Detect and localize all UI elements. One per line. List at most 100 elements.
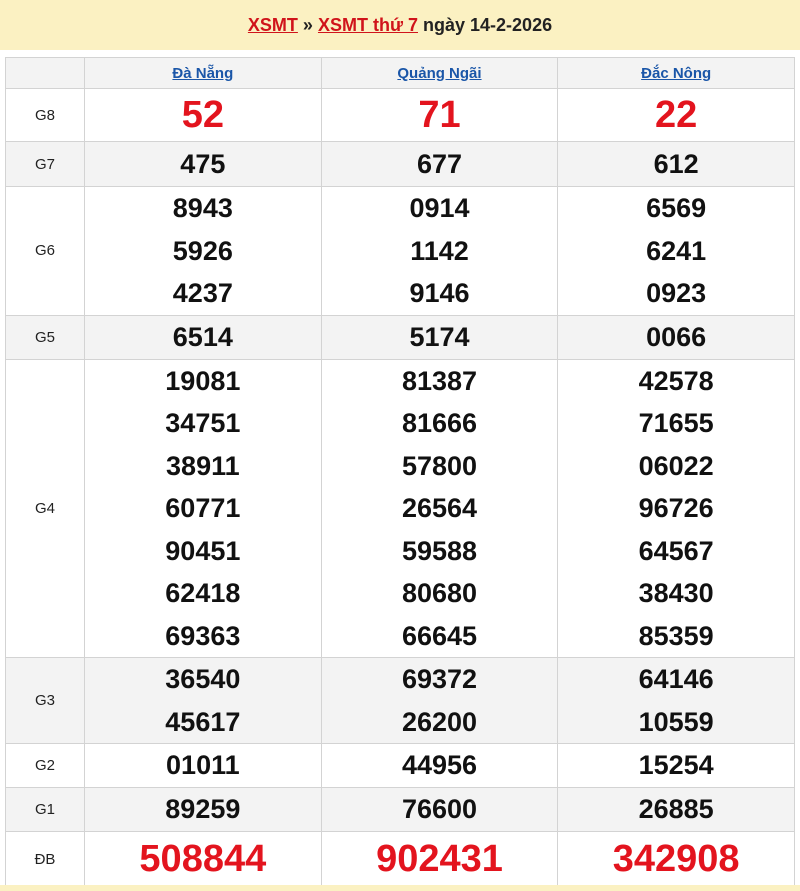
prize-number: 62418 (165, 578, 241, 608)
prize-cell: 76600 (320, 787, 559, 832)
prize-label: ĐB (5, 830, 85, 888)
prize-number: 60771 (165, 493, 241, 523)
province-header: Đắc Nông (557, 57, 795, 89)
prize-number: 57800 (401, 450, 478, 481)
prize-number: 5926 (172, 235, 233, 266)
prize-row-g4: G4 19081 34751 38911 60771 90451 62418 69363 813… (5, 358, 795, 658)
prize-cell: 81387 81666 57800 26564 59588 80680 66645 (320, 358, 559, 658)
province-link-dac-nong[interactable]: Đắc Nông (641, 64, 712, 82)
prize-cell: 6569 6241 0923 (557, 186, 795, 316)
prize-number: 69363 (165, 620, 241, 651)
prize-number: 01011 (166, 750, 240, 781)
bottom-banner (0, 885, 800, 891)
province-header: Quảng Ngãi (320, 57, 559, 89)
prize-number: 5174 (409, 321, 470, 352)
prize-label: G8 (5, 88, 85, 142)
prize-cell: 01011 (84, 743, 322, 788)
prize-label: G4 (5, 358, 85, 658)
prize-cell: 69372 26200 (320, 657, 559, 744)
prize-number: 71 (418, 93, 461, 136)
prize-number: 06022 (638, 450, 714, 481)
prize-number: 6569 (646, 193, 707, 223)
province-header: Đà Nẵng (84, 57, 322, 89)
prize-number: 69372 (401, 664, 478, 694)
xsmt-saturday-link[interactable]: XSMT thứ 7 (317, 15, 418, 35)
prize-cell: 15254 (557, 743, 795, 788)
prize-number: 42578 (638, 365, 714, 396)
results-title-bar: XSMT » XSMT thứ 7 ngày 14-2-2026 (0, 0, 800, 50)
prize-cell: 677 (320, 141, 559, 187)
prize-cell: 6514 (84, 314, 322, 360)
prize-number: 342908 (612, 838, 740, 880)
prize-label: G6 (5, 186, 85, 316)
prize-row-đb: ĐB 508844 902431 342908 (5, 830, 795, 888)
prize-number: 52 (181, 93, 224, 136)
prize-cell: 902431 (320, 830, 559, 888)
prize-number: 59588 (401, 535, 478, 566)
prize-number: 96726 (638, 493, 714, 523)
prize-number: 34751 (165, 408, 241, 438)
prize-number: 15254 (638, 750, 714, 781)
prize-number: 10559 (638, 706, 714, 737)
prize-number: 6241 (646, 235, 707, 266)
prize-number: 64146 (638, 664, 714, 694)
prize-number: 0066 (646, 321, 707, 352)
prize-cell: 71 (320, 88, 559, 142)
prize-label: G5 (5, 314, 85, 360)
prize-row-g1: G1 89259 76600 26885 (5, 787, 795, 832)
prize-row-g7: G7 475 677 612 (5, 141, 795, 187)
prize-number: 612 (653, 148, 699, 179)
prize-number: 90451 (165, 535, 241, 566)
prize-number: 677 (416, 148, 463, 179)
province-header-row: Đà Nẵng Quảng Ngãi Đắc Nông (5, 57, 795, 89)
prize-number: 71655 (638, 408, 714, 438)
prize-number: 508844 (139, 838, 267, 880)
draw-date: ngày 14-2-2026 (423, 15, 553, 35)
prize-row-g6: G6 8943 5926 4237 0914 1142 9146 6569 6241 0923 (5, 186, 795, 316)
prize-cell: 475 (84, 141, 322, 187)
prize-number: 66645 (401, 620, 478, 651)
prize-cell: 64146 10559 (557, 657, 795, 744)
prize-number: 38430 (638, 578, 714, 608)
prize-cell: 342908 (557, 830, 795, 888)
prize-number: 22 (655, 93, 698, 136)
prize-number: 64567 (638, 535, 714, 566)
prize-cell: 8943 5926 4237 (84, 186, 322, 316)
prize-cell: 52 (84, 88, 322, 142)
prize-row-g8: G8 52 71 22 (5, 88, 795, 142)
prize-number: 81666 (401, 408, 478, 438)
prize-cell: 612 (557, 141, 795, 187)
prize-cell: 19081 34751 38911 60771 90451 62418 69363 (84, 358, 322, 658)
prize-cell: 508844 (84, 830, 322, 888)
prize-number: 0923 (646, 278, 707, 308)
prize-number: 36540 (165, 664, 241, 694)
prize-number: 80680 (401, 578, 478, 608)
prize-label: G2 (5, 743, 85, 788)
prize-row-g3: G3 36540 45617 69372 26200 64146 10559 (5, 657, 795, 744)
prize-number: 1142 (410, 235, 469, 266)
xsmt-link[interactable]: XSMT (247, 15, 298, 35)
prize-number: 89259 (165, 794, 241, 824)
province-link-da-nang[interactable]: Đà Nẵng (172, 64, 234, 82)
prize-number: 76600 (401, 794, 478, 824)
prize-row-g2: G2 01011 44956 15254 (5, 743, 795, 788)
prize-cell: 44956 (320, 743, 559, 788)
prize-number: 85359 (638, 620, 714, 651)
prize-cell: 26885 (557, 787, 795, 832)
prize-row-g5: G5 6514 5174 0066 (5, 314, 795, 360)
prize-number: 45617 (165, 706, 241, 737)
prize-number: 4237 (172, 278, 233, 308)
prize-number: 26200 (401, 706, 478, 737)
prize-number: 26885 (638, 794, 714, 824)
prize-number: 26564 (401, 493, 478, 523)
prize-cell: 0066 (557, 314, 795, 360)
prize-cell: 36540 45617 (84, 657, 322, 744)
prize-cell: 0914 1142 9146 (320, 186, 559, 316)
empty-header-cell (5, 57, 85, 89)
breadcrumb-separator: » (302, 15, 313, 35)
prize-number: 9146 (409, 278, 470, 308)
province-link-quang-ngai[interactable]: Quảng Ngãi (397, 64, 482, 82)
prize-number: 475 (180, 148, 226, 179)
prize-number: 38911 (166, 450, 240, 481)
prize-number: 6514 (172, 321, 233, 352)
